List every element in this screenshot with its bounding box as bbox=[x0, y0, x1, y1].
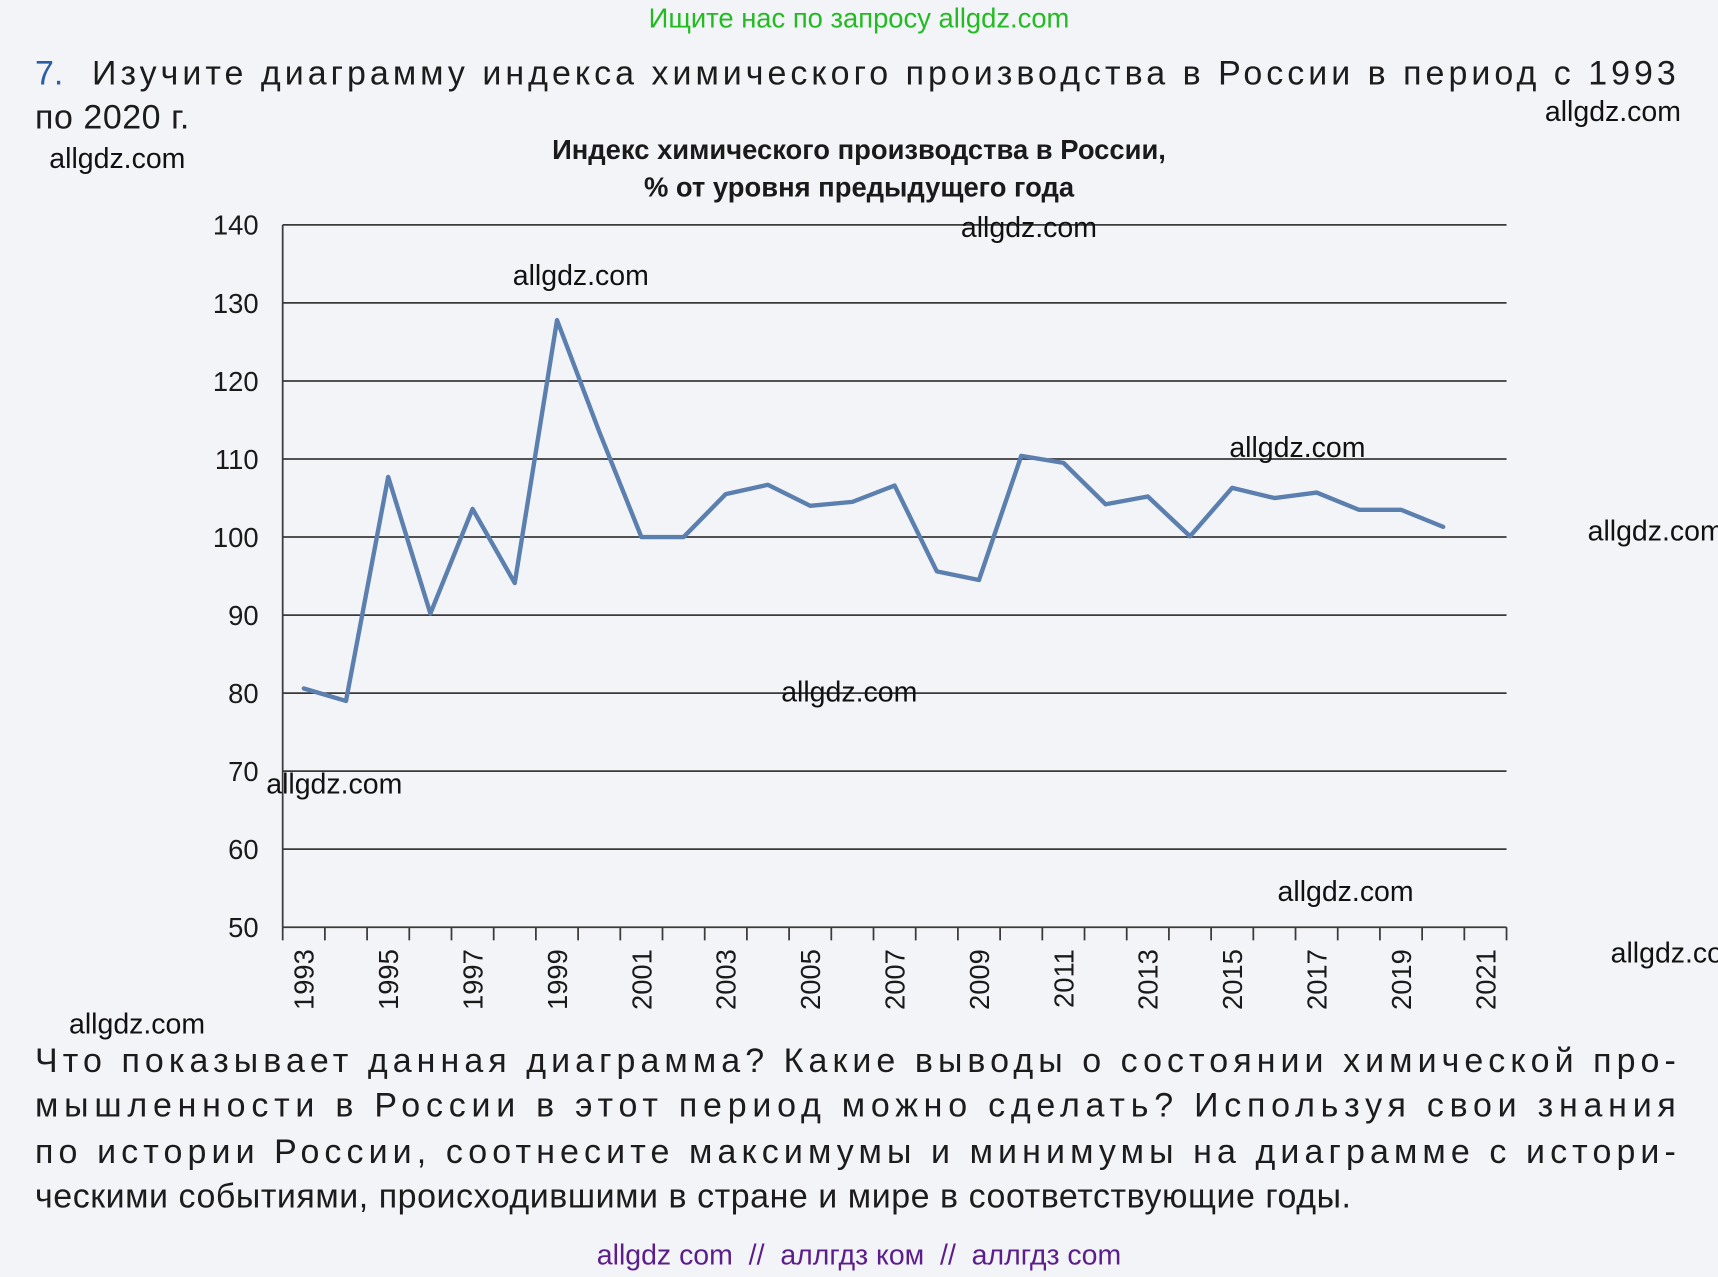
x-tick-label: 2011 bbox=[1048, 949, 1079, 1008]
x-tick-label: 2017 bbox=[1301, 949, 1332, 1010]
watermark: allgdz.com bbox=[69, 1008, 205, 1040]
x-tick-label: 2003 bbox=[711, 949, 742, 1010]
watermark: allgdz.com bbox=[781, 677, 917, 709]
y-tick-label: 60 bbox=[228, 834, 258, 865]
y-tick-label: 130 bbox=[213, 288, 259, 319]
chart: 50 60 70 80 90 100 110 120 130 140 1993 1995 1997 199… bbox=[213, 210, 1508, 1010]
x-tick-label: 1997 bbox=[457, 949, 488, 1010]
watermark: allgdz.com bbox=[49, 143, 185, 175]
x-tick-label: 1993 bbox=[289, 949, 320, 1010]
question-line: ческими событиями, происходившими в стра… bbox=[35, 1178, 1351, 1216]
x-tick-label: 2013 bbox=[1133, 949, 1164, 1010]
x-tick-label: 1999 bbox=[542, 949, 573, 1010]
x-tick-label: 2019 bbox=[1386, 949, 1417, 1010]
watermark: allgdz.com bbox=[1229, 432, 1365, 464]
x-tick-label: 2015 bbox=[1217, 949, 1248, 1010]
watermark: allgdz.com bbox=[961, 212, 1097, 244]
x-tick-label: 2009 bbox=[964, 949, 995, 1010]
y-tick-label: 50 bbox=[228, 912, 258, 943]
chart-title: Индекс химического производства в России… bbox=[552, 134, 1166, 165]
watermark: allgdz.com bbox=[1611, 937, 1718, 969]
task-line: Изучите диаграмму индекса химического пр… bbox=[92, 55, 1676, 93]
task-line: по 2020 г. bbox=[35, 98, 190, 136]
x-tick-label: 2007 bbox=[879, 949, 910, 1010]
watermark: allgdz.com bbox=[266, 769, 402, 801]
y-tick-label: 100 bbox=[213, 522, 259, 553]
chart-subtitle: % от уровня предыдущего года bbox=[644, 171, 1075, 202]
watermark: allgdz.com bbox=[1278, 876, 1414, 908]
x-tick-label: 2005 bbox=[795, 949, 826, 1010]
y-tick-label: 70 bbox=[228, 756, 258, 787]
x-tick-label: 2021 bbox=[1470, 949, 1501, 1010]
y-tick-label: 90 bbox=[228, 600, 258, 631]
header-notice: Ищите нас по запросу allgdz.com bbox=[649, 3, 1070, 34]
question-number: 7. bbox=[35, 55, 63, 93]
watermark: allgdz.com bbox=[513, 260, 649, 292]
x-tick-label: 1995 bbox=[373, 949, 404, 1010]
watermark: allgdz.com bbox=[1545, 96, 1681, 128]
y-tick-label: 120 bbox=[213, 366, 259, 397]
data-line bbox=[301, 317, 1446, 704]
question-line: мышленности в России в этот период можно… bbox=[35, 1087, 1676, 1125]
question-line: Что показывает данная диаграмма? Какие в… bbox=[35, 1042, 1676, 1080]
y-tick-label: 140 bbox=[213, 210, 259, 241]
y-tick-label: 110 bbox=[215, 444, 259, 475]
y-tick-label: 80 bbox=[228, 678, 258, 709]
footer: allgdz com // аллгдз ком // аллгдз com bbox=[597, 1240, 1121, 1272]
watermark: allgdz.com bbox=[1588, 515, 1718, 547]
watermarks: allgdz.com allgdz.com allgdz.com allgdz.com… bbox=[49, 96, 1718, 1041]
x-tick-label: 2001 bbox=[626, 949, 657, 1010]
